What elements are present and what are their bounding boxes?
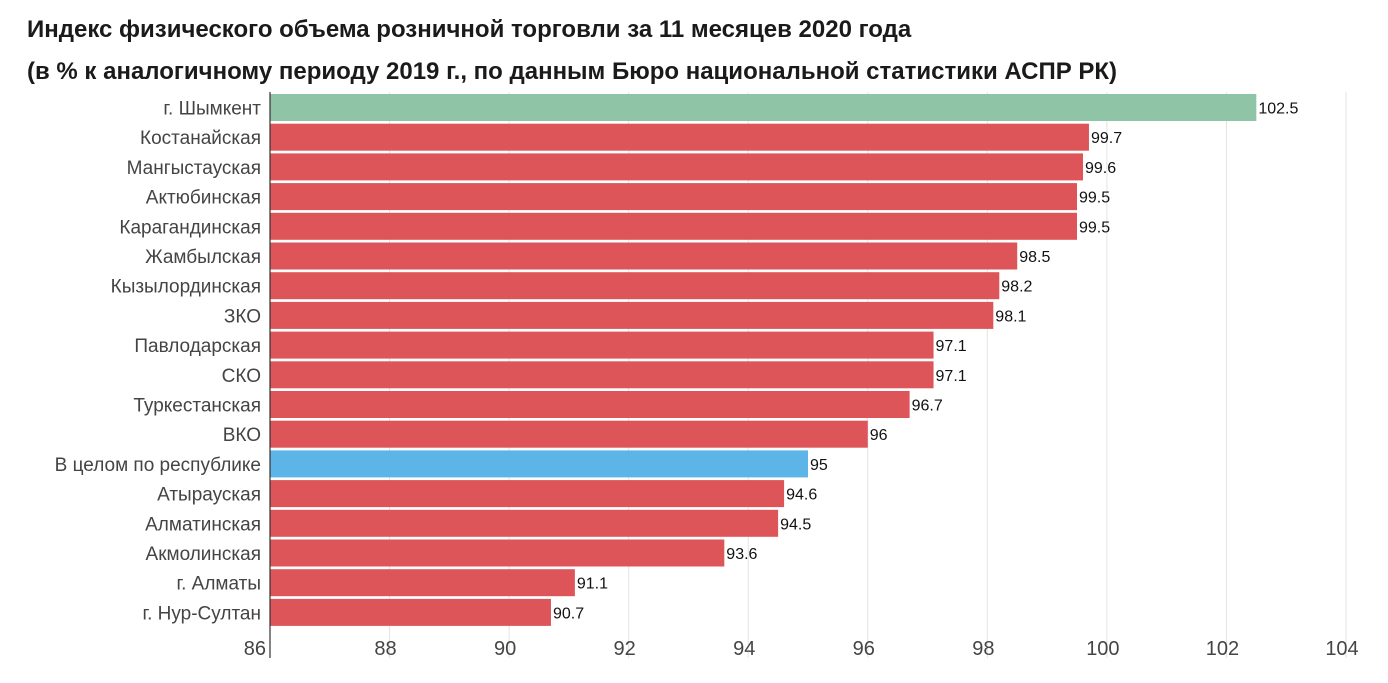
category-label: Алматинская bbox=[145, 514, 261, 535]
bar bbox=[270, 480, 785, 508]
category-label: Кызылординская bbox=[111, 277, 261, 298]
category-label: г. Нур-Султан bbox=[142, 603, 261, 624]
data-label: 93.6 bbox=[726, 546, 757, 563]
value-labels: 102.5 99.7 99.6 99.5 99.5 98.5 98.2 98.1 97.1 97.… bbox=[553, 101, 1299, 623]
data-label: 99.6 bbox=[1085, 160, 1116, 177]
category-label: Жамбылская bbox=[145, 247, 261, 268]
category-label: ВКО bbox=[223, 425, 261, 446]
data-label: 99.7 bbox=[1091, 130, 1122, 147]
data-label: 99.5 bbox=[1079, 219, 1110, 236]
bar bbox=[270, 212, 1077, 240]
x-axis-ticks: 86 88 90 92 94 96 98 100 102 104 bbox=[244, 638, 1359, 660]
bar bbox=[270, 331, 934, 359]
data-label: 90.7 bbox=[553, 605, 584, 622]
x-tick-label: 102 bbox=[1206, 638, 1239, 660]
bar bbox=[270, 450, 808, 478]
bar bbox=[270, 242, 1018, 270]
data-label: 98.5 bbox=[1019, 249, 1050, 266]
chart-subtitle: (в % к аналогичному периоду 2019 г., по … bbox=[27, 58, 1118, 85]
category-label: Атырауская bbox=[157, 485, 261, 506]
data-label: 102.5 bbox=[1258, 101, 1298, 118]
x-tick-label: 86 bbox=[244, 638, 266, 660]
category-label: Мангыстауская bbox=[127, 158, 261, 179]
bar bbox=[270, 391, 910, 418]
data-label: 96.7 bbox=[912, 398, 943, 415]
x-tick-label: 104 bbox=[1325, 638, 1358, 660]
data-label: 98.1 bbox=[995, 308, 1026, 325]
category-label: ЗКО bbox=[224, 306, 261, 327]
bar bbox=[270, 301, 994, 329]
category-label: Туркестанская bbox=[133, 396, 261, 417]
category-label: Павлодарская bbox=[134, 336, 261, 357]
data-label: 97.1 bbox=[936, 338, 967, 355]
bar bbox=[270, 272, 1000, 300]
category-label: В целом по республике bbox=[55, 455, 261, 476]
category-labels: г. Шымкент Костанайская Мангыстауская Актюб… bbox=[55, 99, 262, 625]
category-label: г. Шымкент bbox=[163, 99, 261, 120]
x-tick-label: 100 bbox=[1086, 638, 1119, 660]
data-label: 94.5 bbox=[780, 516, 811, 533]
data-label: 94.6 bbox=[786, 487, 817, 504]
bar bbox=[270, 361, 934, 389]
bar bbox=[270, 539, 725, 567]
bar bbox=[270, 509, 779, 537]
data-label: 99.5 bbox=[1079, 190, 1110, 207]
bar bbox=[270, 94, 1257, 121]
category-label: Акмолинская bbox=[146, 544, 261, 565]
category-label: Карагандинская bbox=[119, 217, 261, 238]
category-label: Костанайская bbox=[140, 128, 261, 149]
x-tick-label: 94 bbox=[733, 638, 755, 660]
category-label: СКО bbox=[222, 366, 261, 387]
x-tick-label: 92 bbox=[614, 638, 636, 660]
bar bbox=[270, 598, 551, 626]
x-tick-label: 96 bbox=[853, 638, 875, 660]
x-tick-label: 88 bbox=[374, 638, 396, 660]
data-label: 97.1 bbox=[936, 368, 967, 385]
x-tick-label: 98 bbox=[972, 638, 994, 660]
bar bbox=[270, 183, 1077, 211]
data-label: 96 bbox=[870, 427, 888, 444]
bar bbox=[270, 153, 1083, 181]
category-label: Актюбинская bbox=[146, 188, 261, 209]
bar bbox=[270, 123, 1089, 151]
bar bbox=[270, 569, 575, 597]
data-label: 91.1 bbox=[577, 576, 608, 593]
data-label: 95 bbox=[810, 457, 828, 474]
x-tick-label: 90 bbox=[494, 638, 516, 660]
chart-title: Индекс физического объема розничной торг… bbox=[27, 16, 912, 43]
category-label: г. Алматы bbox=[177, 574, 262, 595]
bars bbox=[270, 94, 1257, 626]
bar bbox=[270, 420, 868, 448]
data-label: 98.2 bbox=[1001, 279, 1032, 296]
